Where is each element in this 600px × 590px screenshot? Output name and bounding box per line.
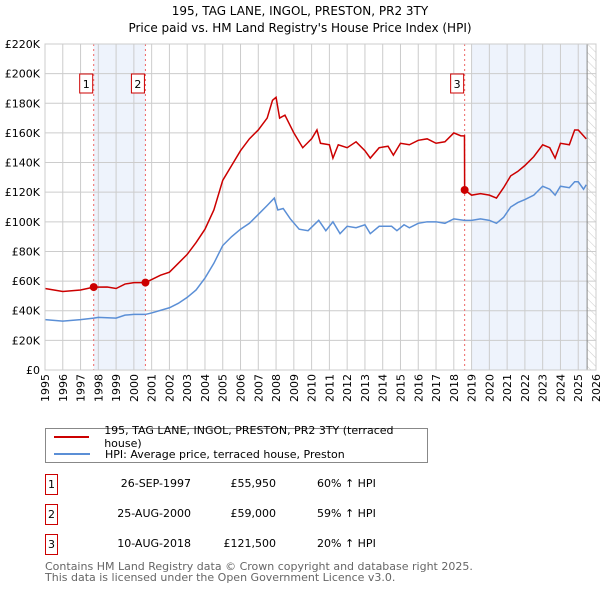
sale-marker-box (79, 73, 94, 94)
sale-point (89, 283, 98, 292)
x-tick-label: 2003 (181, 374, 194, 402)
chart-subtitle: Price paid vs. HM Land Registry's House … (128, 21, 472, 35)
x-tick-label: 2018 (448, 374, 461, 402)
x-tick-label: 2014 (377, 374, 390, 402)
y-tick-label: £100K (5, 216, 41, 229)
x-tick-label: 2002 (163, 374, 176, 402)
x-tick-label: 2020 (483, 374, 496, 402)
sale-marker-badge: 2 (45, 504, 58, 525)
x-tick-label: 2019 (466, 374, 479, 402)
price-chart: 1995 1996 1997 1998 1999 2000 2001 2002 2003 2004… (5, 38, 600, 402)
legend-swatch-red (54, 436, 90, 438)
sale-date: 25-AUG-2000 (117, 507, 191, 520)
y-tick-label: £180K (5, 97, 41, 110)
y-tick-label: £20K (12, 334, 41, 347)
legend: 195, TAG LANE, INGOL, PRESTON, PR2 3TY (… (45, 424, 428, 463)
x-tick-label: 2016 (412, 374, 425, 402)
sale-hpi-delta: 20% ↑ HPI (317, 537, 376, 550)
sale-marker-box (450, 73, 465, 94)
shaded-period (471, 44, 588, 370)
footer: Contains HM Land Registry data © Crown c… (45, 561, 473, 583)
sale-hpi-delta: 60% ↑ HPI (317, 477, 376, 490)
x-tick-label: 2012 (341, 374, 354, 402)
plot-border (44, 43, 597, 371)
legend-item-hpi: HPI: Average price, terraced house, Pres… (54, 446, 345, 462)
x-tick-label: 2026 (590, 374, 600, 402)
sale-row: 2 25-AUG-2000 £59,000 59% ↑ HPI (45, 504, 445, 525)
legend-label: HPI: Average price, terraced house, Pres… (105, 447, 345, 461)
x-tick-label: 2017 (430, 374, 443, 402)
x-tick-label: 2011 (323, 374, 336, 402)
x-tick-label: 2004 (199, 374, 212, 402)
legend-label: 195, TAG LANE, INGOL, PRESTON, PR2 3TY (… (104, 424, 394, 450)
legend-swatch-blue (54, 453, 90, 455)
x-tick-label: 2000 (128, 374, 141, 402)
x-tick-label: 1998 (92, 374, 105, 402)
x-tick-label: 1996 (57, 374, 70, 402)
x-tick-label: 2006 (235, 374, 248, 402)
y-tick-label: £140K (5, 157, 41, 170)
y-tick-label: £160K (5, 127, 41, 140)
shaded-period (93, 44, 146, 370)
x-tick-label: 2013 (359, 374, 372, 402)
sale-hpi-delta: 59% ↑ HPI (317, 507, 376, 520)
y-tick-label: £40K (12, 305, 41, 318)
footer-line-2: This data is licensed under the Open Gov… (45, 571, 396, 584)
sale-date: 26-SEP-1997 (120, 477, 191, 490)
x-tick-label: 2007 (252, 374, 265, 402)
sale-marker-label: 1 (83, 78, 90, 91)
sale-price: £59,000 (230, 507, 277, 520)
x-tick-label: 2024 (554, 374, 567, 402)
forecast-hatch (587, 44, 596, 370)
x-tick-label: 2001 (146, 374, 159, 402)
series-line (44, 181, 587, 322)
sale-marker-badge: 3 (45, 534, 58, 555)
series-line (44, 95, 587, 293)
sale-point (141, 278, 150, 287)
y-tick-label: £200K (5, 68, 41, 81)
y-tick-label: £220K (5, 38, 41, 51)
x-tick-label: 1999 (110, 374, 123, 402)
x-tick-label: 1995 (39, 374, 52, 402)
chart-title: 195, TAG LANE, INGOL, PRESTON, PR2 3TY (171, 4, 429, 18)
sale-marker-label: 2 (134, 78, 141, 91)
x-tick-label: 2023 (537, 374, 550, 402)
sale-marker-box (130, 73, 145, 94)
sale-row: 1 26-SEP-1997 £55,950 60% ↑ HPI (45, 474, 445, 495)
sale-point (460, 185, 469, 194)
x-tick-label: 2010 (306, 374, 319, 402)
x-tick-label: 2005 (217, 374, 230, 402)
sale-price: £55,950 (230, 477, 277, 490)
x-tick-label: 2008 (270, 374, 283, 402)
x-tick-label: 2015 (394, 374, 407, 402)
x-tick-label: 1997 (75, 374, 88, 402)
legend-item-property: 195, TAG LANE, INGOL, PRESTON, PR2 3TY (… (54, 424, 427, 450)
sale-marker-label: 3 (454, 78, 461, 91)
y-tick-label: £0 (26, 364, 40, 377)
sale-row: 3 10-AUG-2018 £121,500 20% ↑ HPI (45, 534, 445, 555)
y-tick-label: £60K (12, 275, 41, 288)
x-tick-label: 2025 (572, 374, 585, 402)
sale-marker-badge: 1 (45, 474, 58, 495)
sale-price: £121,500 (223, 537, 277, 550)
sale-date: 10-AUG-2018 (117, 537, 191, 550)
x-tick-label: 2022 (519, 374, 532, 402)
x-tick-label: 2021 (501, 374, 514, 402)
x-tick-label: 2009 (288, 374, 301, 402)
y-tick-label: £120K (5, 186, 41, 199)
footer-line-1: Contains HM Land Registry data © Crown c… (45, 560, 473, 573)
y-tick-label: £80K (12, 245, 41, 258)
